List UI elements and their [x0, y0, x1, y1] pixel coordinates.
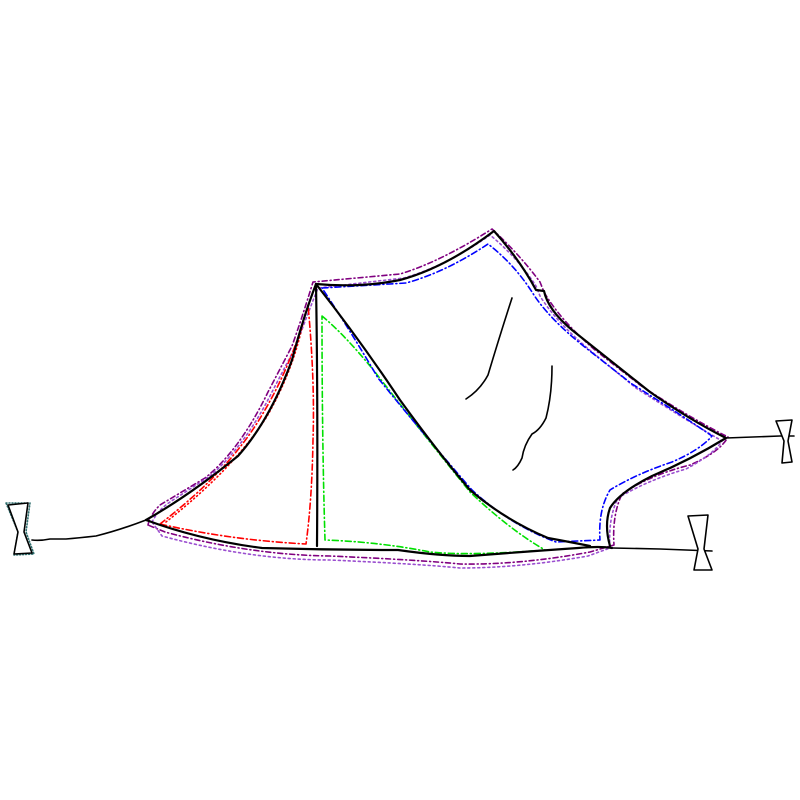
peg-right-upper: [775, 419, 793, 464]
tent-drawing: [31, 229, 795, 558]
outline-group: [5, 228, 729, 569]
front-panel-outline: [321, 315, 546, 555]
tent-pole: [314, 282, 319, 548]
outer-outline-alt: [151, 234, 723, 569]
guy-rope-left: [31, 519, 147, 542]
guy-rope-right-lower: [611, 547, 713, 552]
roof-outline: [321, 243, 713, 543]
roof-crease-upper: [465, 297, 513, 400]
tent-pegs: [7, 419, 793, 571]
left-panel-outline: [159, 304, 315, 545]
tent-base: [144, 518, 614, 558]
peg-right-lower: [687, 514, 713, 571]
peg-left: [7, 502, 33, 555]
roof-crease-lower: [512, 365, 553, 471]
tent-body: [144, 229, 728, 548]
outer-outline: [147, 228, 729, 565]
front-seam: [314, 282, 592, 548]
